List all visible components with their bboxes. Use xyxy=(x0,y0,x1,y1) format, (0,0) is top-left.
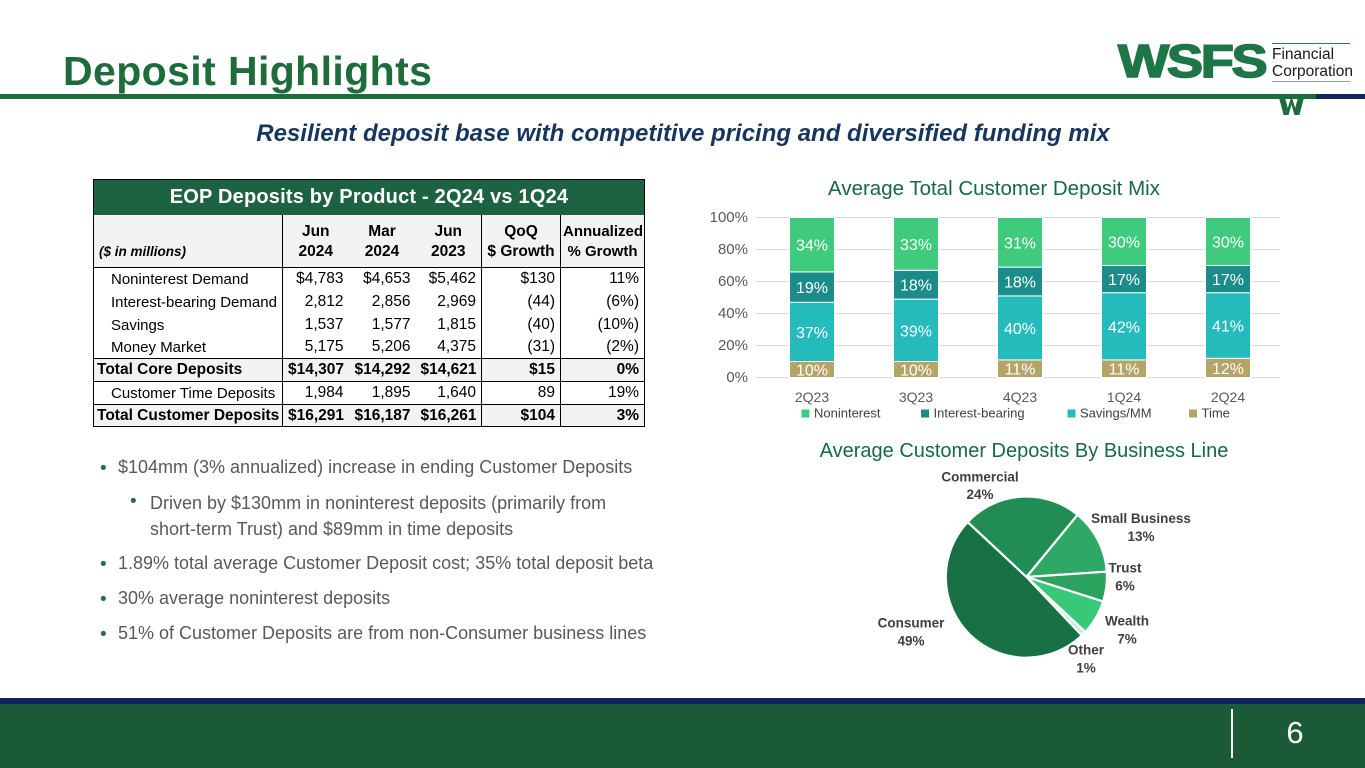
svg-text:31%: 31% xyxy=(1004,235,1036,252)
svg-text:18%: 18% xyxy=(1004,275,1036,292)
svg-text:17%: 17% xyxy=(1212,272,1244,289)
svg-text:Consumer: Consumer xyxy=(878,616,946,631)
svg-text:7%: 7% xyxy=(1117,632,1137,647)
svg-text:39%: 39% xyxy=(900,323,932,340)
svg-text:30%: 30% xyxy=(1212,235,1244,252)
svg-text:Noninterest: Noninterest xyxy=(814,406,881,421)
svg-text:3Q23: 3Q23 xyxy=(899,389,933,405)
svg-text:6%: 6% xyxy=(1115,579,1135,594)
svg-text:Small Business: Small Business xyxy=(1091,511,1191,526)
svg-text:20%: 20% xyxy=(718,337,748,354)
svg-text:10%: 10% xyxy=(796,363,828,380)
svg-text:40%: 40% xyxy=(1004,321,1036,338)
svg-text:2Q23: 2Q23 xyxy=(795,389,829,405)
svg-text:13%: 13% xyxy=(1127,529,1154,544)
svg-text:12%: 12% xyxy=(1212,361,1244,378)
svg-text:Trust: Trust xyxy=(1108,561,1142,576)
svg-text:80%: 80% xyxy=(718,241,748,258)
svg-text:Other: Other xyxy=(1068,643,1105,658)
svg-text:41%: 41% xyxy=(1212,319,1244,336)
svg-text:24%: 24% xyxy=(966,487,993,502)
svg-text:34%: 34% xyxy=(796,238,828,255)
svg-text:19%: 19% xyxy=(796,280,828,297)
svg-text:60%: 60% xyxy=(718,273,748,290)
svg-text:17%: 17% xyxy=(1108,272,1140,289)
svg-text:33%: 33% xyxy=(900,237,932,254)
svg-text:10%: 10% xyxy=(900,363,932,380)
svg-text:4Q23: 4Q23 xyxy=(1003,389,1037,405)
svg-text:37%: 37% xyxy=(796,325,828,342)
svg-text:30%: 30% xyxy=(1108,235,1140,252)
svg-text:18%: 18% xyxy=(900,278,932,295)
svg-text:100%: 100% xyxy=(710,209,748,226)
svg-text:Time: Time xyxy=(1202,406,1230,421)
svg-text:Savings/MM: Savings/MM xyxy=(1080,406,1152,421)
svg-text:2Q24: 2Q24 xyxy=(1211,389,1245,405)
svg-text:1Q24: 1Q24 xyxy=(1107,389,1141,405)
svg-text:Interest-bearing: Interest-bearing xyxy=(934,406,1025,421)
svg-text:0%: 0% xyxy=(726,369,748,386)
svg-text:1%: 1% xyxy=(1076,661,1096,676)
svg-text:Wealth: Wealth xyxy=(1105,614,1149,629)
svg-text:42%: 42% xyxy=(1108,319,1140,336)
svg-text:11%: 11% xyxy=(1005,362,1036,379)
svg-text:40%: 40% xyxy=(718,305,748,322)
svg-text:11%: 11% xyxy=(1109,362,1140,379)
svg-text:Commercial: Commercial xyxy=(941,470,1018,485)
svg-text:49%: 49% xyxy=(897,634,924,649)
